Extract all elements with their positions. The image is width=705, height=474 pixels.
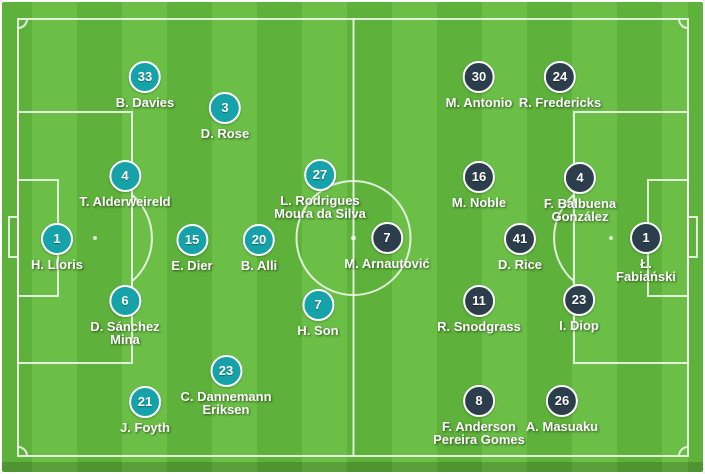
- player-name: R. Fredericks: [518, 94, 602, 110]
- player-number-badge[interactable]: 4: [109, 159, 141, 192]
- player-marker[interactable]: 1 Ł. Fabiański: [616, 221, 676, 284]
- player-number-badge[interactable]: 20: [242, 223, 275, 256]
- player-marker[interactable]: 4 F. Balbuena González: [543, 161, 617, 224]
- player-number-badge[interactable]: 3: [209, 91, 241, 124]
- player-number-badge[interactable]: 33: [128, 60, 161, 93]
- player-number-badge[interactable]: 1: [630, 221, 662, 254]
- player-number-badge[interactable]: 11: [462, 284, 495, 317]
- player-name: D. Rice: [497, 256, 543, 272]
- player-name: D. Sánchez Mina: [90, 318, 160, 347]
- player-name: D. Rose: [200, 125, 250, 141]
- player-name: Ł. Fabiański: [616, 255, 676, 284]
- penalty-arc-right: [553, 193, 575, 283]
- player-number-badge[interactable]: 7: [301, 288, 334, 321]
- player-number-badge[interactable]: 16: [462, 160, 495, 193]
- player-number: 1: [642, 230, 650, 245]
- player-number: 27: [312, 167, 328, 182]
- penalty-spot-right: [609, 236, 613, 240]
- player-name: E. Dier: [171, 257, 213, 273]
- player-number-badge[interactable]: 23: [563, 283, 595, 316]
- penalty-spot-left: [93, 236, 97, 240]
- player-number: 15: [184, 232, 200, 247]
- centre-circle: [295, 180, 412, 296]
- player-marker[interactable]: 4 T. Alderweireld: [79, 159, 171, 209]
- player-marker[interactable]: 7 M. Arnautović: [344, 221, 430, 271]
- player-name: L. Rodrigues Moura da Silva: [274, 192, 366, 221]
- player-number: 8: [475, 393, 483, 408]
- player-number: 7: [314, 297, 322, 312]
- player-marker[interactable]: 30 M. Antonio: [445, 60, 513, 110]
- player-marker[interactable]: 6 D. Sánchez Mina: [90, 284, 160, 347]
- player-name: A. Masuaku: [525, 418, 599, 434]
- player-marker[interactable]: 23 I. Diop: [559, 283, 599, 333]
- player-number: 26: [554, 393, 570, 408]
- player-number-badge[interactable]: 6: [108, 284, 141, 317]
- player-number: 3: [221, 100, 229, 115]
- player-number: 21: [137, 394, 153, 409]
- player-marker[interactable]: 1 H. Lloris: [30, 222, 84, 272]
- player-number-badge[interactable]: 21: [129, 385, 161, 418]
- player-name: B. Davies: [115, 94, 175, 110]
- player-marker[interactable]: 20 B. Alli: [240, 223, 278, 273]
- player-name: M. Noble: [451, 194, 507, 210]
- player-number-badge[interactable]: 8: [463, 384, 495, 417]
- player-number-badge[interactable]: 4: [564, 161, 596, 194]
- player-number: 4: [576, 170, 584, 185]
- goal-left: [8, 216, 19, 258]
- player-number-badge[interactable]: 15: [176, 223, 208, 256]
- penalty-arc-left: [131, 193, 153, 283]
- player-number: 1: [53, 231, 61, 246]
- player-name: H. Lloris: [30, 256, 84, 272]
- player-number-badge[interactable]: 24: [544, 60, 576, 93]
- player-marker[interactable]: 11 R. Snodgrass: [437, 284, 521, 334]
- player-name: C. Dannemann Eriksen: [180, 388, 272, 417]
- player-number: 6: [121, 293, 129, 308]
- player-number: 20: [251, 232, 267, 247]
- player-number-badge[interactable]: 23: [209, 354, 242, 387]
- player-name: F. Balbuena González: [543, 195, 617, 224]
- player-marker[interactable]: 16 M. Noble: [451, 160, 507, 210]
- player-number: 41: [512, 231, 528, 246]
- player-number: 33: [137, 69, 153, 84]
- player-marker[interactable]: 26 A. Masuaku: [525, 384, 599, 434]
- player-marker[interactable]: 23 C. Dannemann Eriksen: [180, 354, 272, 417]
- player-name: T. Alderweireld: [79, 193, 171, 209]
- player-marker[interactable]: 33 B. Davies: [115, 60, 175, 110]
- player-marker[interactable]: 21 J. Foyth: [120, 385, 170, 435]
- player-marker[interactable]: 24 R. Fredericks: [518, 60, 602, 110]
- player-number-badge[interactable]: 7: [370, 221, 403, 254]
- player-number: 24: [552, 69, 568, 84]
- player-number-badge[interactable]: 1: [40, 222, 73, 255]
- player-number: 7: [383, 230, 391, 245]
- player-name: M. Arnautović: [344, 255, 430, 271]
- player-number: 23: [218, 363, 234, 378]
- player-marker[interactable]: 27 L. Rodrigues Moura da Silva: [274, 158, 366, 221]
- player-number-badge[interactable]: 27: [304, 158, 336, 191]
- player-marker[interactable]: 15 E. Dier: [171, 223, 213, 273]
- player-number: 4: [121, 168, 129, 183]
- player-number-badge[interactable]: 30: [462, 60, 495, 93]
- player-marker[interactable]: 41 D. Rice: [497, 222, 543, 272]
- centre-spot: [351, 235, 356, 241]
- goal-right: [687, 216, 698, 258]
- player-number: 11: [472, 293, 486, 308]
- player-number: 23: [571, 292, 587, 307]
- player-name: F. Anderson Pereira Gomes: [433, 418, 525, 447]
- player-name: I. Diop: [559, 317, 599, 333]
- player-number-badge[interactable]: 41: [503, 222, 536, 255]
- player-marker[interactable]: 7 H. Son: [297, 288, 339, 338]
- player-name: H. Son: [297, 322, 339, 338]
- player-number: 16: [471, 169, 487, 184]
- player-name: R. Snodgrass: [437, 318, 521, 334]
- player-name: J. Foyth: [120, 419, 170, 435]
- player-number: 30: [471, 69, 487, 84]
- player-marker[interactable]: 3 D. Rose: [200, 91, 250, 141]
- player-marker[interactable]: 8 F. Anderson Pereira Gomes: [433, 384, 525, 447]
- player-name: M. Antonio: [445, 94, 513, 110]
- player-number-badge[interactable]: 26: [546, 384, 578, 417]
- player-name: B. Alli: [240, 257, 278, 273]
